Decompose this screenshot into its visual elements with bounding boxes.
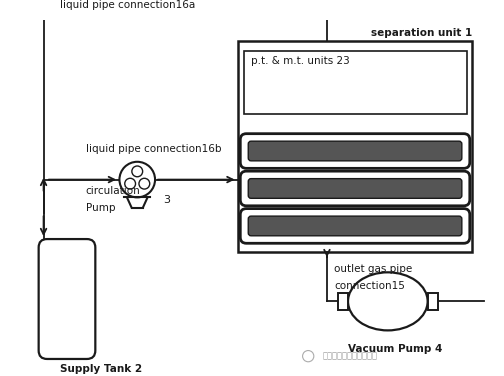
FancyBboxPatch shape (240, 171, 470, 206)
Bar (238, 41, 472, 252)
Text: Vacuum Pump 4: Vacuum Pump 4 (348, 344, 442, 353)
Text: outlet gas pipe: outlet gas pipe (334, 264, 412, 274)
FancyBboxPatch shape (248, 216, 462, 236)
Circle shape (132, 166, 143, 177)
FancyBboxPatch shape (240, 134, 470, 168)
Text: circulation: circulation (86, 186, 141, 196)
Ellipse shape (348, 272, 428, 331)
FancyBboxPatch shape (248, 141, 462, 161)
Circle shape (125, 178, 136, 189)
FancyBboxPatch shape (248, 179, 462, 198)
FancyBboxPatch shape (39, 239, 95, 359)
FancyBboxPatch shape (240, 209, 470, 243)
Text: liquid pipe connection16b: liquid pipe connection16b (86, 144, 221, 154)
Text: liquid pipe connection16a: liquid pipe connection16a (60, 0, 195, 9)
Bar (428, 293, 438, 310)
Text: 3: 3 (163, 196, 170, 205)
Circle shape (119, 162, 155, 197)
Text: Pump: Pump (86, 203, 115, 213)
Bar (338, 293, 348, 310)
Circle shape (139, 178, 150, 189)
Text: 新加坡国立大学知识产权: 新加坡国立大学知识产权 (322, 352, 377, 361)
Text: connection15: connection15 (334, 281, 405, 291)
Text: p.t. & m.t. units 23: p.t. & m.t. units 23 (250, 56, 349, 67)
Text: Supply Tank 2: Supply Tank 2 (60, 364, 142, 374)
Bar (243, 51, 467, 114)
Text: separation unit 1: separation unit 1 (371, 28, 472, 38)
